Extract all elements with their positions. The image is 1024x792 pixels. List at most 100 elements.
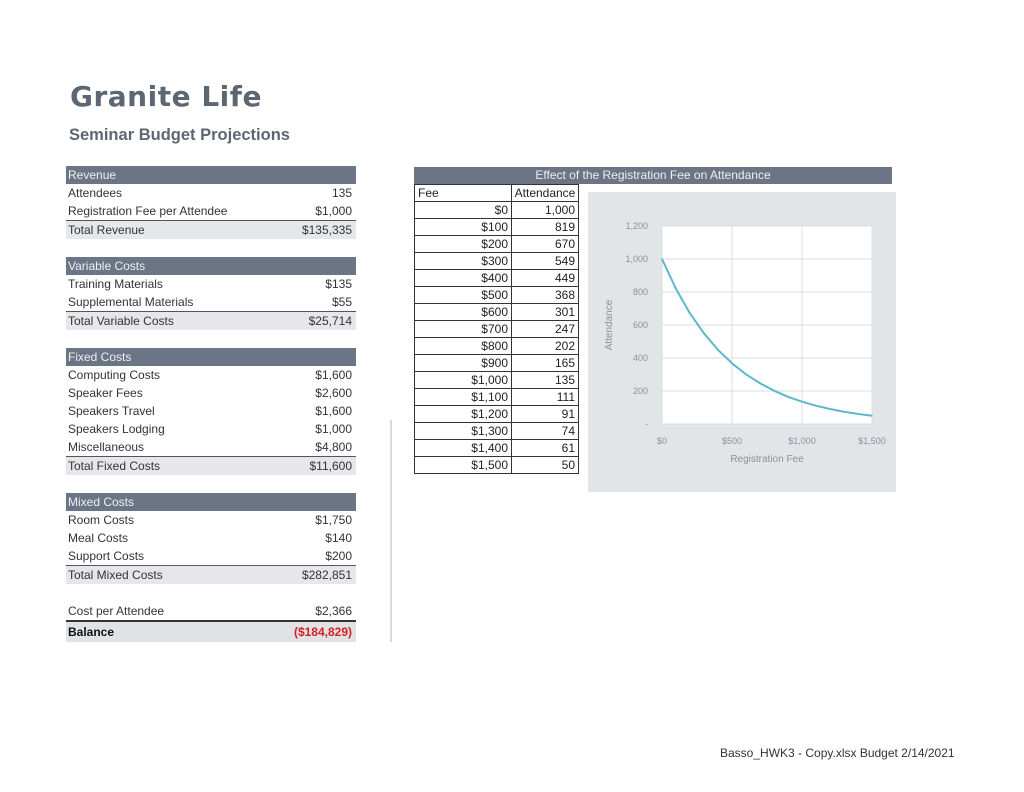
- attendance-chart[interactable]: - 200 400 600 800 1,000 1,200 $0 $500 $1,000 $1,50…: [588, 192, 896, 492]
- attendance-cell[interactable]: 670: [511, 235, 579, 253]
- total-row[interactable]: Total Mixed Costs $282,851: [66, 565, 356, 584]
- fee-cell[interactable]: $600: [414, 303, 512, 321]
- y-tick-label: 400: [633, 353, 648, 363]
- balance-row[interactable]: Balance ($184,829): [66, 620, 356, 642]
- fee-cell[interactable]: $1,200: [414, 405, 512, 423]
- attendance-cell[interactable]: 165: [511, 354, 579, 372]
- total-row[interactable]: Total Variable Costs $25,714: [66, 311, 356, 330]
- fee-cell[interactable]: $800: [414, 337, 512, 355]
- attendance-cell[interactable]: 1,000: [511, 201, 579, 219]
- budget-row[interactable]: Support Costs $200: [66, 547, 356, 565]
- table-row: $1,400 61: [414, 439, 579, 457]
- data-point: [731, 362, 733, 365]
- table-row: $1,100 111: [414, 388, 579, 406]
- row-value: $1,000: [315, 422, 352, 436]
- data-point: [787, 395, 789, 398]
- row-value: $135: [325, 277, 352, 291]
- fee-cell[interactable]: $700: [414, 320, 512, 338]
- attendance-cell[interactable]: 202: [511, 337, 579, 355]
- budget-row[interactable]: Meal Costs $140: [66, 529, 356, 547]
- col-header-attendance[interactable]: Attendance: [511, 184, 579, 202]
- fee-cell[interactable]: $500: [414, 286, 512, 304]
- page-footer: Basso_HWK3 - Copy.xlsx Budget 2/14/2021: [720, 746, 955, 760]
- row-label: Speakers Lodging: [68, 422, 165, 436]
- fee-cell[interactable]: $1,500: [414, 456, 512, 474]
- budget-row[interactable]: Training Materials $135: [66, 275, 356, 293]
- budget-row[interactable]: Supplemental Materials $55: [66, 293, 356, 311]
- row-label: Computing Costs: [68, 368, 161, 382]
- fee-cell[interactable]: $1,100: [414, 388, 512, 406]
- row-label: Miscellaneous: [68, 440, 145, 454]
- total-value: $135,335: [301, 223, 352, 237]
- attendance-cell[interactable]: 368: [511, 286, 579, 304]
- fee-cell[interactable]: $900: [414, 354, 512, 372]
- data-point: [703, 332, 705, 335]
- attendance-cell[interactable]: 74: [511, 422, 579, 440]
- x-tick-label: $1,500: [858, 436, 886, 446]
- fee-cell[interactable]: $1,300: [414, 422, 512, 440]
- col-header-fee[interactable]: Fee: [414, 184, 512, 202]
- attendance-cell[interactable]: 247: [511, 320, 579, 338]
- chart-svg: - 200 400 600 800 1,000 1,200 $0 $500 $1,000 $1,50…: [604, 221, 886, 465]
- y-tick-label: 200: [633, 386, 648, 396]
- row-value: $200: [325, 549, 352, 563]
- mixed-costs-section: Mixed Costs Room Costs $1,750 Meal Costs…: [66, 493, 356, 584]
- y-tick-label: 600: [633, 320, 648, 330]
- data-point: [661, 258, 663, 260]
- total-label: Total Fixed Costs: [68, 459, 161, 473]
- x-tick-label: $0: [657, 436, 667, 446]
- budget-row[interactable]: Room Costs $1,750: [66, 511, 356, 529]
- attendance-cell[interactable]: 449: [511, 269, 579, 287]
- fee-cell[interactable]: $0: [414, 201, 512, 219]
- fee-cell[interactable]: $1,000: [414, 371, 512, 389]
- brand-title: Granite Life: [70, 80, 262, 113]
- budget-row[interactable]: Speaker Fees $2,600: [66, 384, 356, 402]
- total-row[interactable]: Total Revenue $135,335: [66, 220, 356, 239]
- attendance-cell[interactable]: 50: [511, 456, 579, 474]
- attendance-cell[interactable]: 61: [511, 439, 579, 457]
- attendance-cell[interactable]: 91: [511, 405, 579, 423]
- row-value: $1,000: [315, 204, 352, 218]
- fee-cell[interactable]: $1,400: [414, 439, 512, 457]
- row-value: 135: [331, 186, 352, 200]
- fee-cell[interactable]: $400: [414, 269, 512, 287]
- series-line: [661, 258, 873, 417]
- cost-per-attendee-row[interactable]: Cost per Attendee $2,366: [66, 602, 356, 620]
- budget-row[interactable]: Registration Fee per Attendee $1,000: [66, 202, 356, 220]
- x-tick-label: $1,000: [788, 436, 816, 446]
- row-value: $2,366: [315, 604, 352, 618]
- table-row: $1,200 91: [414, 405, 579, 423]
- total-row[interactable]: Total Fixed Costs $11,600: [66, 456, 356, 475]
- summary-section: Cost per Attendee $2,366 Balance ($184,8…: [66, 602, 356, 642]
- fee-cell[interactable]: $300: [414, 252, 512, 270]
- revenue-section: Revenue Attendees 135 Registration Fee p…: [66, 166, 356, 239]
- total-value: $11,600: [309, 459, 353, 473]
- row-label: Registration Fee per Attendee: [68, 204, 228, 218]
- budget-row[interactable]: Speakers Lodging $1,000: [66, 420, 356, 438]
- attendance-cell[interactable]: 111: [511, 388, 579, 406]
- attendance-cell[interactable]: 549: [511, 252, 579, 270]
- row-label: Attendees: [68, 186, 123, 200]
- budget-row[interactable]: Speakers Travel $1,600: [66, 402, 356, 420]
- attendance-cell[interactable]: 301: [511, 303, 579, 321]
- fee-table-title: Effect of the Registration Fee on Attend…: [414, 167, 892, 184]
- attendance-cell[interactable]: 819: [511, 218, 579, 236]
- table-row: $800 202: [414, 337, 579, 355]
- mixed-costs-heading: Mixed Costs: [66, 493, 356, 511]
- budget-row[interactable]: Miscellaneous $4,800: [66, 438, 356, 456]
- data-point: [759, 382, 761, 385]
- table-header-row: Fee Attendance: [414, 184, 579, 202]
- attendance-cell[interactable]: 135: [511, 371, 579, 389]
- data-point: [745, 373, 747, 376]
- budget-row[interactable]: Attendees 135: [66, 184, 356, 202]
- row-label: Training Materials: [68, 277, 163, 291]
- budget-row[interactable]: Computing Costs $1,600: [66, 366, 356, 384]
- variable-costs-section: Variable Costs Training Materials $135 S…: [66, 257, 356, 330]
- row-label: Meal Costs: [68, 531, 129, 545]
- table-row: $200 670: [414, 235, 579, 253]
- fee-cell[interactable]: $200: [414, 235, 512, 253]
- total-label: Total Mixed Costs: [68, 568, 163, 582]
- data-point: [717, 349, 719, 351]
- fee-cell[interactable]: $100: [414, 218, 512, 236]
- table-row: $900 165: [414, 354, 579, 372]
